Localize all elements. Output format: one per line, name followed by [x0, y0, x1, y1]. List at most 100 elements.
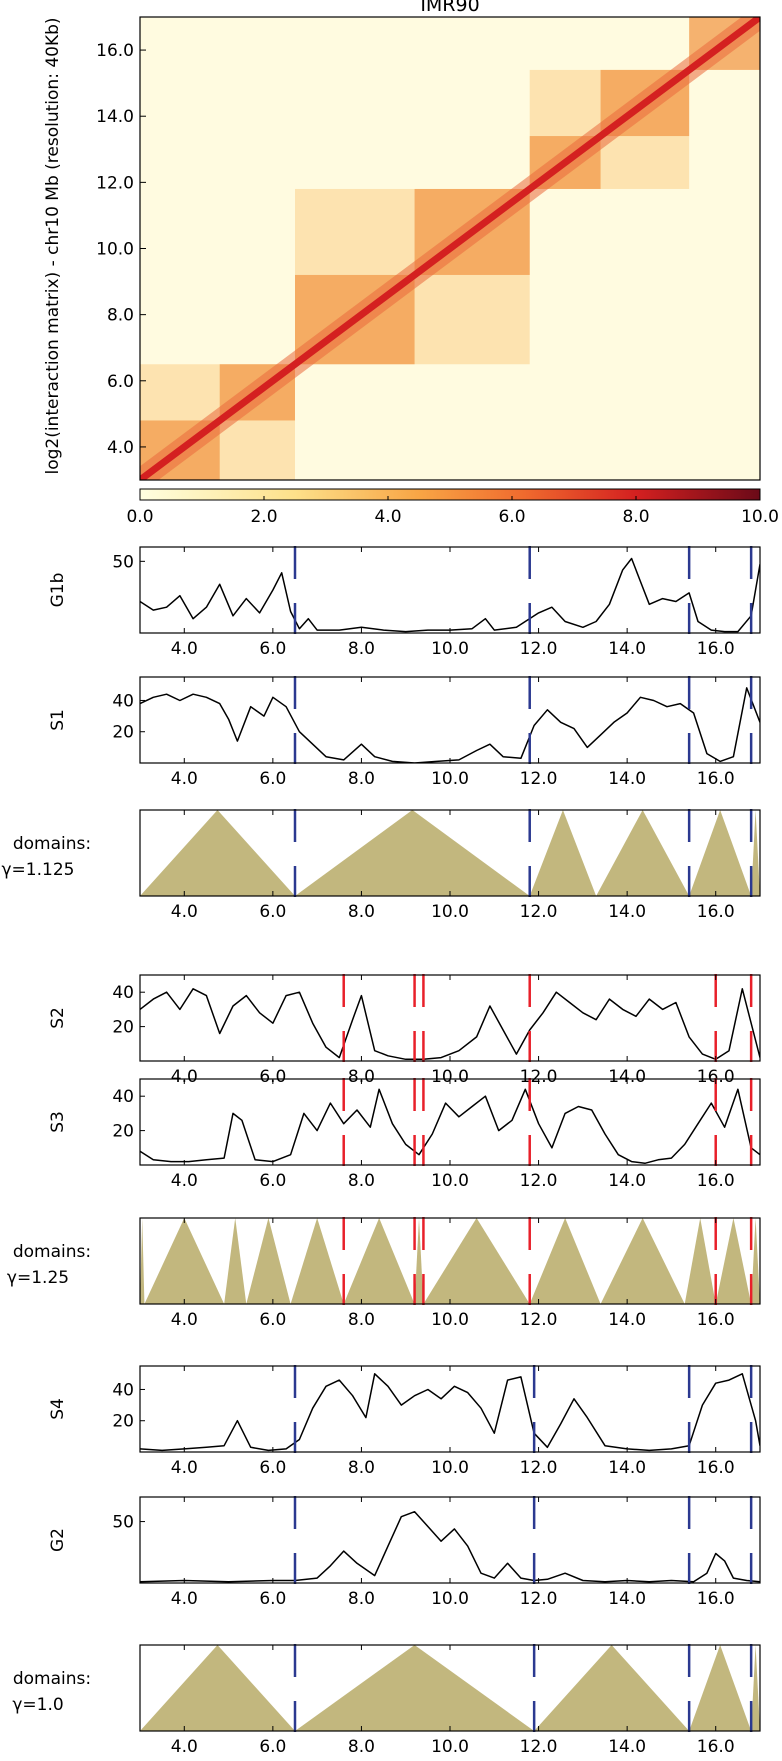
panel-g1b: 50 G1b 4.0 6.0 8.0 10.0 12.0 14.0 16.0	[48, 546, 761, 659]
panel-frame	[139, 974, 761, 1062]
x-tick-label: 14.0	[608, 1458, 646, 1478]
x-tick-label: 12.0	[520, 1171, 558, 1191]
panel-frame	[139, 1365, 761, 1453]
domains-label: domains:	[13, 1242, 91, 1262]
domain-triangle	[751, 810, 760, 896]
domain-triangle	[140, 1645, 295, 1731]
series-line-g1b	[140, 557, 760, 633]
x-tick-label: 6.0	[259, 902, 286, 922]
colorbar-tick-label: 2.0	[250, 507, 277, 527]
x-tick-label: 6.0	[259, 769, 286, 789]
colorbar-tick-label: 4.0	[374, 507, 401, 527]
domain-triangle	[140, 810, 295, 896]
y-tick-label: 20	[112, 1018, 134, 1038]
x-tick-label: 16.0	[697, 1067, 735, 1087]
x-tick-label: 8.0	[348, 639, 375, 659]
y-axis-label: S3	[48, 1111, 68, 1133]
heatmap	[139, 16, 761, 481]
panel-s3: 40 20 S3 4.0 6.0 8.0 10.0 12.0 14.0 16.0	[48, 1078, 761, 1191]
x-tick-label: 8.0	[348, 1458, 375, 1478]
x-tick-label: 8.0	[348, 1310, 375, 1330]
x-tick-label: 4.0	[171, 1458, 198, 1478]
domain-triangle	[534, 1645, 690, 1731]
domain-triangle	[423, 1218, 530, 1304]
x-tick-label: 4.0	[171, 1737, 198, 1757]
y-tick-label: 40	[112, 983, 134, 1003]
panel-s4: 40 20 S4 4.0 6.0 8.0 10.0 12.0 14.0 16.0	[48, 1365, 761, 1478]
x-tick-label: 6.0	[259, 1171, 286, 1191]
y-tick-label: 50	[112, 1513, 134, 1533]
domains-label: domains:	[13, 834, 91, 854]
y-tick-label: 20	[112, 723, 134, 743]
x-tick-label: 4.0	[171, 1589, 198, 1609]
heatmap-y-tick-label: 16.0	[96, 41, 134, 61]
x-tick-label: 8.0	[348, 902, 375, 922]
x-tick-label: 16.0	[697, 1458, 735, 1478]
domain-triangle	[684, 1218, 716, 1304]
heatmap-y-tick-label: 10.0	[96, 240, 134, 260]
colorbar-tick-label: 8.0	[622, 507, 649, 527]
heatmap-y-tick-label: 4.0	[107, 438, 134, 458]
domain-triangle	[224, 1218, 247, 1304]
heatmap-y-tick-label: 14.0	[96, 107, 134, 127]
panel-s1: 40 20 S1 4.0 6.0 8.0 10.0 12.0 14.0 16.0	[48, 676, 761, 789]
series-line-s4	[140, 1373, 760, 1452]
domain-triangle	[689, 810, 752, 896]
x-tick-label: 16.0	[697, 902, 735, 922]
x-tick-label: 6.0	[259, 1458, 286, 1478]
panel-frame	[139, 1078, 761, 1166]
y-tick-label: 40	[112, 691, 134, 711]
x-tick-label: 8.0	[348, 1171, 375, 1191]
heatmap-y-tick-label: 6.0	[107, 372, 134, 392]
x-tick-label: 4.0	[171, 1067, 198, 1087]
y-tick-label: 20	[112, 1122, 134, 1142]
domain-triangle	[689, 1645, 752, 1731]
x-tick-label: 6.0	[259, 1737, 286, 1757]
x-tick-label: 6.0	[259, 1589, 286, 1609]
colorbar-tick-label: 0.0	[126, 507, 153, 527]
x-tick-label: 10.0	[431, 1171, 469, 1191]
x-tick-label: 12.0	[520, 1310, 558, 1330]
colorbar-gradient	[139, 488, 761, 501]
domain-triangle	[140, 1218, 145, 1304]
x-tick-label: 12.0	[520, 902, 558, 922]
x-tick-label: 10.0	[431, 1310, 469, 1330]
panel-domains-1-25: domains: γ=1.25 4.0 6.0 8.0 10.0 12.0 14.0 16.0	[7, 1217, 761, 1330]
heatmap-y-tick-label: 8.0	[107, 306, 134, 326]
x-tick-label: 10.0	[431, 1067, 469, 1087]
x-tick-label: 8.0	[348, 1589, 375, 1609]
domain-triangle	[290, 1218, 344, 1304]
y-tick-label: 50	[112, 552, 134, 572]
domains-gamma-label: γ=1.125	[2, 860, 75, 880]
x-tick-label: 14.0	[608, 639, 646, 659]
domain-triangle	[751, 1218, 760, 1304]
y-axis-label: S2	[48, 1007, 68, 1029]
x-tick-label: 10.0	[431, 1737, 469, 1757]
x-tick-label: 12.0	[520, 639, 558, 659]
x-tick-label: 4.0	[171, 1171, 198, 1191]
domain-triangle	[144, 1218, 225, 1304]
series-line-g2	[140, 1510, 760, 1583]
x-tick-label: 8.0	[348, 1067, 375, 1087]
y-axis-label: G1b	[48, 573, 68, 608]
x-tick-label: 10.0	[431, 902, 469, 922]
x-tick-label: 14.0	[608, 1067, 646, 1087]
heatmap-title: IMR90	[420, 0, 479, 16]
domain-triangle	[529, 1218, 601, 1304]
series-line-s3	[140, 1088, 760, 1165]
x-tick-label: 12.0	[520, 1458, 558, 1478]
x-tick-label: 10.0	[431, 639, 469, 659]
panel-g2: 50 G2 4.0 6.0 8.0 10.0 12.0 14.0 16.0	[48, 1496, 761, 1609]
colorbar: 0.0 2.0 4.0 6.0 8.0 10.0	[126, 488, 779, 527]
x-tick-label: 14.0	[608, 1589, 646, 1609]
x-tick-label: 16.0	[697, 1171, 735, 1191]
x-tick-label: 14.0	[608, 1310, 646, 1330]
y-tick-label: 40	[112, 1380, 134, 1400]
x-tick-label: 8.0	[348, 769, 375, 789]
x-tick-label: 6.0	[259, 1310, 286, 1330]
x-tick-label: 4.0	[171, 769, 198, 789]
panel-frame	[139, 1496, 761, 1584]
x-tick-label: 14.0	[608, 1737, 646, 1757]
y-axis-label: S1	[48, 709, 68, 731]
